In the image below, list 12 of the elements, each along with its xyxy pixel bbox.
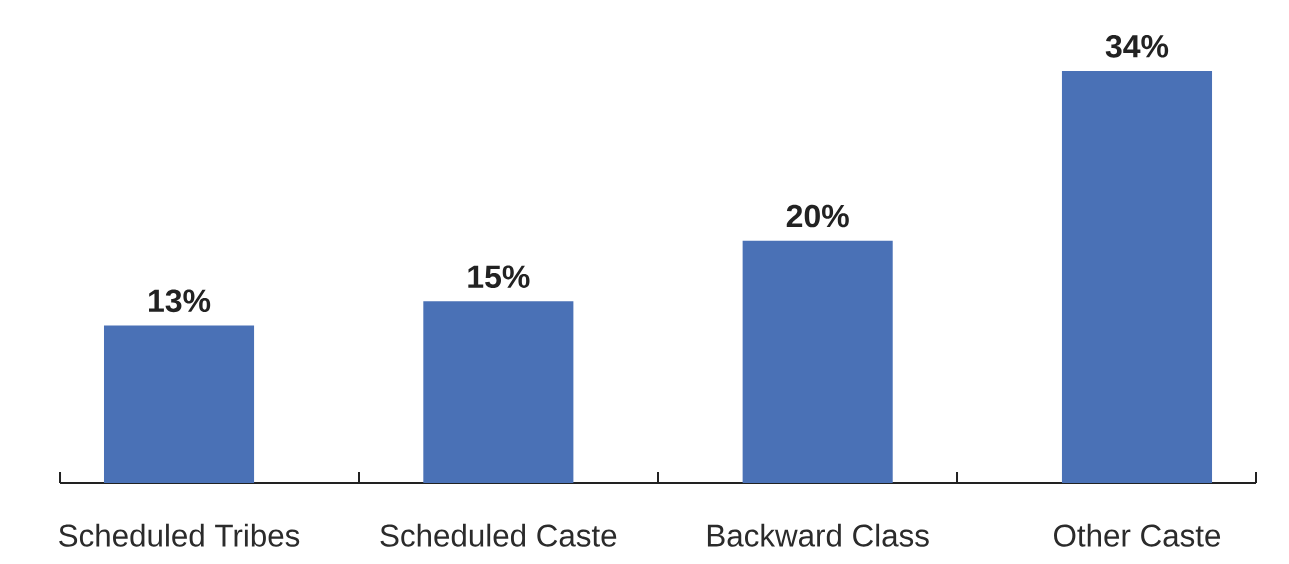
bar	[103, 325, 255, 483]
x-tick-label: Backward Class	[707, 523, 929, 547]
x-tick-label: Scheduled Caste	[380, 523, 617, 547]
bar	[1061, 70, 1213, 483]
data-label: 34%	[1105, 35, 1169, 58]
bar	[423, 301, 574, 483]
data-label: 13%	[149, 289, 211, 313]
data-label: 20%	[786, 204, 849, 228]
x-tick-label: Scheduled Tribes	[59, 523, 300, 547]
x-tick-label: Other Caste	[1054, 523, 1221, 547]
bar	[742, 240, 893, 483]
data-label: 15%	[468, 265, 530, 288]
